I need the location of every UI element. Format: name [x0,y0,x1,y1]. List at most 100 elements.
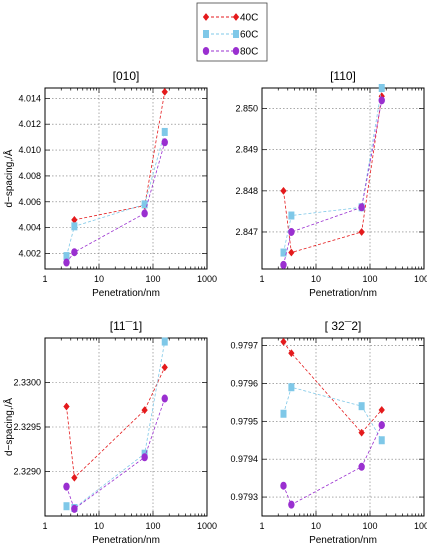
x-tick-label: 10 [94,521,104,531]
data-point [378,421,385,430]
panel-title: [11¯1] [110,319,142,333]
data-point [63,482,70,491]
data-point [288,211,295,220]
data-point [141,406,148,415]
x-tick-label: 10 [94,274,104,284]
series-line [66,367,166,479]
panel-title: [110] [330,69,356,83]
data-point [63,252,70,261]
panel-1: 1 10 100 1000 4.002 4.004 4.006 4.008 4.010 4.012… [2,69,217,299]
data-point [378,405,385,414]
legend-marker-start [202,12,210,22]
y-tick-label: 4.004 [18,223,41,233]
x-tick-label: 100 [362,521,377,531]
data-point [378,96,385,105]
panel-title: [ 32¯2] [325,319,362,333]
y-tick-label: 0.9796 [230,378,258,388]
x-tick-label: 1 [42,274,47,284]
x-axis-title: Penetration/nm [309,535,377,546]
x-tick-label: 100 [145,274,160,284]
data-point [141,200,148,209]
data-point [161,363,168,372]
series-40C [280,92,385,257]
y-tick-label: 2.3300 [13,378,41,388]
series-40C [63,363,168,482]
data-point [288,500,295,509]
x-tick-label: 10 [311,274,321,284]
y-tick-label: 0.9797 [230,341,258,351]
y-tick-label: 0.9793 [230,492,258,502]
data-point [280,481,287,490]
x-tick-label: 100 [362,274,377,284]
data-point [161,127,168,136]
data-point [378,436,385,445]
series-60C [63,127,168,261]
legend-marker-end [233,30,239,38]
x-tick-label: 1000 [414,274,427,284]
y-tick-label: 4.002 [18,248,41,258]
data-point [280,337,287,346]
data-point [288,349,295,358]
data-point [288,383,295,392]
y-tick-label: 0.9795 [230,416,258,426]
series-60C [280,383,385,445]
x-axis-title: Penetration/nm [92,288,160,299]
plot-frame [261,337,425,517]
data-point [288,227,295,236]
legend-label: 60C [240,30,258,41]
series-80C [63,138,168,267]
data-point [280,186,287,195]
data-point [358,203,365,212]
x-tick-label: 1000 [197,274,217,284]
series-line [283,100,383,265]
x-axis-title: Penetration/nm [309,288,377,299]
data-point [71,222,78,231]
data-point [358,227,365,236]
data-point [63,258,70,267]
legend-marker-start [202,47,210,55]
x-tick-label: 1 [259,274,264,284]
data-point [161,87,168,96]
y-tick-label: 4.010 [18,145,41,155]
panel-2: 1 10 100 1000 2.847 2.848 2.849 2.850 [110] Penet… [235,69,427,299]
x-tick-label: 1000 [197,521,217,531]
data-point [63,402,70,411]
x-tick-label: 100 [145,521,160,531]
data-point [288,248,295,257]
data-point [71,473,78,482]
legend-entry-60C: 60C [203,30,258,41]
data-point [161,138,168,147]
y-tick-label: 4.006 [18,197,41,207]
plot-frame [261,87,425,270]
y-axis-title: d−spacing,/Å [2,149,15,207]
data-point [141,453,148,462]
data-point [280,260,287,269]
legend-marker-end [232,47,240,55]
legend-marker-end [232,12,240,22]
y-tick-label: 2.848 [235,186,258,196]
legend: 40C 60C 80C [196,2,268,62]
data-point [63,502,70,511]
data-point [161,337,168,346]
panel-3: 1 10 100 1000 2.3290 2.3295 2.3300 [11¯1] Penetr… [2,319,217,546]
series-80C [280,421,385,509]
y-axis-title: d−spacing,/Å [2,398,15,456]
x-tick-label: 1 [42,521,47,531]
data-point [71,504,78,513]
data-point [71,248,78,257]
y-tick-label: 0.9794 [230,454,258,464]
series-line [283,386,383,441]
data-point [141,209,148,218]
data-point [358,402,365,411]
series-line [66,131,166,257]
series-line [283,424,383,506]
series-line [283,341,383,434]
data-point [378,84,385,92]
legend-label: 80C [240,47,258,58]
data-point [280,409,287,418]
series-80C [63,394,168,513]
y-tick-label: 4.008 [18,171,41,181]
series-80C [280,96,385,269]
x-tick-label: 1000 [414,521,427,531]
series-40C [280,337,385,437]
